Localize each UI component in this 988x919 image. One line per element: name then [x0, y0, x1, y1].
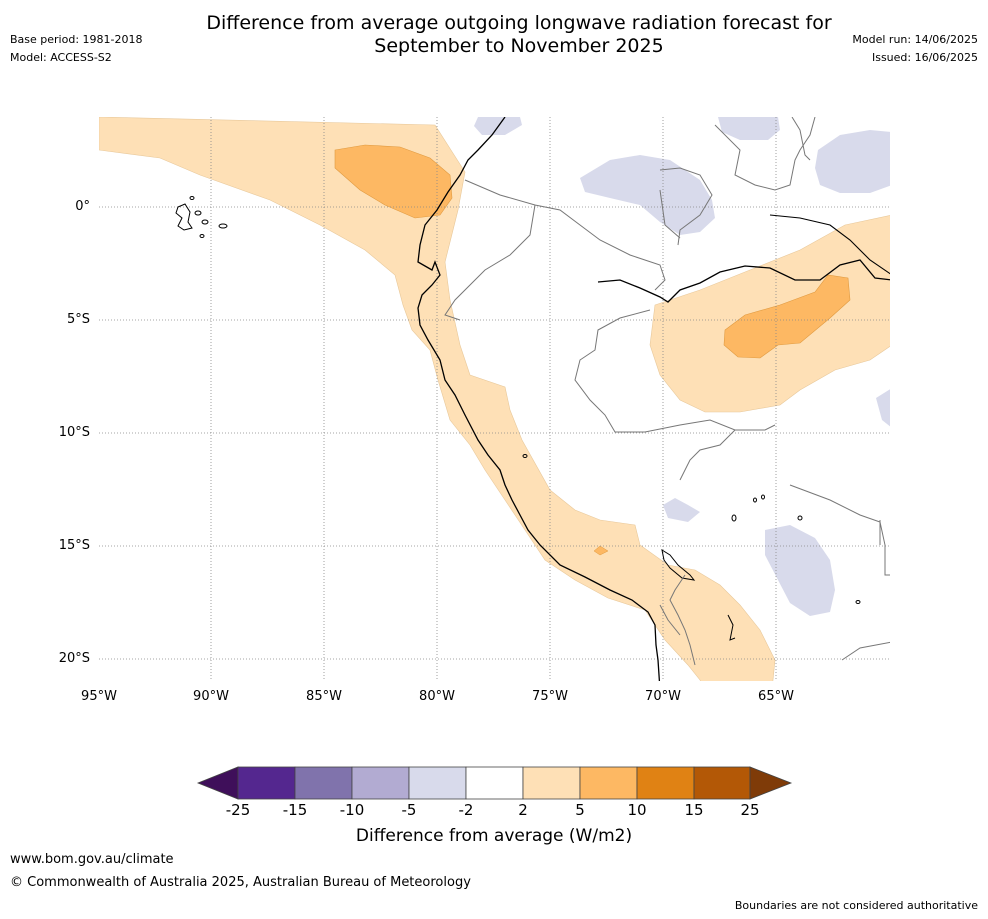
lon-label-85w: 85°W — [306, 689, 342, 704]
issued-text: Issued: 16/06/2025 — [871, 51, 978, 64]
colorbar-tick-4: -2 — [458, 801, 474, 819]
colorbar-box-5 — [465, 766, 524, 800]
anomaly-5-10-region-pacific — [334, 144, 453, 219]
website-link[interactable]: www.bom.gov.au/climate — [10, 852, 174, 867]
map-area — [99, 117, 890, 681]
anomaly-neg-region-6 — [663, 498, 700, 522]
colorbar-tick-2: -10 — [339, 801, 365, 819]
colorbar-box-7 — [579, 766, 638, 800]
colorbar-tick-3: -5 — [401, 801, 417, 819]
anomaly-neg-region-4 — [815, 130, 890, 193]
model-text: Model: ACCESS-S2 — [10, 51, 112, 64]
colorbar-tick-1: -15 — [282, 801, 308, 819]
colorbar-tick-0: -25 — [225, 801, 251, 819]
anomaly-2-5-region-coastal — [99, 117, 776, 681]
colorbar-box-3 — [351, 766, 410, 800]
galapagos-islands — [175, 196, 228, 238]
lat-label-20s: 20°S — [58, 651, 90, 666]
colorbar — [196, 766, 793, 800]
model-run-text: Model run: 14/06/2025 — [852, 33, 978, 46]
base-period-text: Base period: 1981-2018 — [10, 33, 143, 46]
lat-label-15s: 15°S — [58, 538, 90, 553]
lat-label-10s: 10°S — [58, 425, 90, 440]
anomaly-neg-region-7 — [765, 525, 835, 616]
colorbar-title: Difference from average (W/m2) — [355, 826, 633, 846]
coastline-west — [417, 117, 661, 681]
small-lakes — [522, 454, 861, 641]
lake-titicaca-outline — [661, 548, 696, 581]
anomaly-neg-region-3 — [718, 117, 780, 140]
lon-label-75w: 75°W — [532, 689, 568, 704]
lat-label-0: 0° — [75, 199, 90, 214]
lat-label-5s: 5°S — [66, 312, 90, 327]
lon-label-70w: 70°W — [645, 689, 681, 704]
colorbar-box-4 — [408, 766, 467, 800]
coastline-north-river — [769, 214, 890, 275]
page-title: Difference from average outgoing longwav… — [150, 12, 888, 58]
colorbar-tick-5: 2 — [518, 801, 528, 819]
colorbar-box-6 — [522, 766, 581, 800]
colorbar-box-2 — [294, 766, 353, 800]
title-line-2: September to November 2025 — [374, 35, 664, 57]
lon-label-80w: 80°W — [419, 689, 455, 704]
lon-label-95w: 95°W — [81, 689, 117, 704]
colorbar-box-8 — [636, 766, 695, 800]
colorbar-tick-6: 5 — [575, 801, 585, 819]
coastline-amazon-river — [597, 259, 890, 303]
disclaimer-text: Boundaries are not considered authoritat… — [734, 899, 978, 912]
anomaly-5-10-region-small — [593, 545, 609, 556]
anomaly-5-10-region-amazon — [723, 274, 851, 359]
colorbar-tick-8: 15 — [684, 801, 704, 819]
title-line-1: Difference from average outgoing longwav… — [206, 12, 832, 34]
anomaly-neg-region-5 — [876, 389, 890, 427]
copyright-text: © Commonwealth of Australia 2025, Austra… — [10, 875, 471, 890]
lon-label-90w: 90°W — [193, 689, 229, 704]
colorbar-extend-high — [749, 766, 793, 800]
colorbar-tick-7: 10 — [627, 801, 647, 819]
colorbar-box-1 — [237, 766, 296, 800]
country-boundaries — [444, 117, 890, 666]
colorbar-extend-low — [196, 766, 239, 800]
lon-label-65w: 65°W — [758, 689, 794, 704]
anomaly-neg-region-2 — [580, 155, 715, 235]
colorbar-box-9 — [693, 766, 751, 800]
colorbar-tick-9: 25 — [740, 801, 760, 819]
